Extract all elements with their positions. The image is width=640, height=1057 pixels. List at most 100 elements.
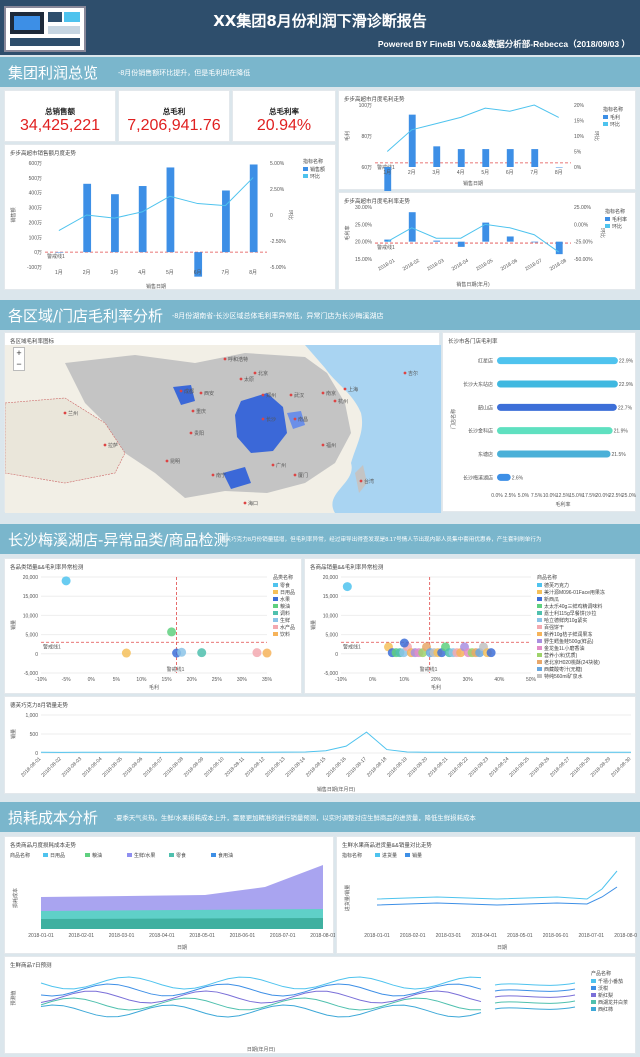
- city-label: 福州: [326, 442, 336, 449]
- chart-sales-monthly[interactable]: 步步高超市销售额月度走势 600万 500万 400万 300万 200万 100万 0万 -…: [4, 144, 336, 290]
- x-tick-label: 2018-03: [426, 258, 445, 272]
- x-tick-label: 2018-01-01: [364, 933, 390, 939]
- y-tick-label: 500: [30, 732, 39, 738]
- y-tick-label: 25.00%: [355, 222, 373, 228]
- city-label: 重庆: [196, 408, 206, 415]
- legend-swatch: [603, 122, 608, 126]
- sales-line: [376, 886, 618, 906]
- legend-swatch: [85, 853, 90, 857]
- map-zoom-control[interactable]: + −: [13, 347, 25, 371]
- y-tick-label: 0: [35, 751, 38, 757]
- x-tick-label: 30%: [463, 677, 474, 683]
- city-label: 成都: [184, 388, 194, 395]
- bar: [497, 403, 617, 411]
- forecast-line: [40, 983, 482, 997]
- legend-swatch: [537, 639, 542, 643]
- city-label: 贵阳: [194, 430, 204, 437]
- legend-label: 日用品: [280, 590, 295, 596]
- bar: [249, 164, 258, 253]
- x-tick-label: 2018-08-30: [610, 756, 632, 778]
- city-marker: [333, 399, 337, 403]
- data-label: 22.7%: [618, 405, 633, 411]
- city-label: 武汉: [294, 392, 304, 399]
- city-label: 杭州: [338, 398, 348, 405]
- chart-category-scatter[interactable]: 各品类销量&&毛利率异常检测 20,000 15,000 10,000 5,000 0 -…: [4, 558, 302, 694]
- legend-swatch: [273, 597, 278, 601]
- chart-profit-monthly[interactable]: 步步高超市月度毛利走势 100万80万60万20%15%10%5%0%毛利环比警…: [338, 90, 636, 191]
- city-label: 兰州: [68, 410, 78, 417]
- y-axis-label: 销量: [10, 620, 17, 630]
- x-tick-label: 6月: [506, 170, 514, 176]
- chart-fresh-compare[interactable]: 生鲜水果商品进货量&&销量对比走势 指标名称 进货量 销量 2018-01-01 201…: [336, 836, 637, 954]
- city-marker: [261, 393, 265, 397]
- city-marker: [179, 389, 183, 393]
- x-tick-label: 22.5%: [609, 493, 624, 499]
- x-tick-label: 5%: [113, 677, 121, 683]
- scatter-point: [61, 576, 71, 586]
- zoom-in-button[interactable]: +: [16, 348, 22, 358]
- legend-label: 粮油: [92, 852, 102, 859]
- x-tick-label: 5月: [166, 270, 174, 276]
- chart-rate-monthly[interactable]: 步步高超市月度毛利率走势 30.00% 25.00% 20.00% 15.00% 25.…: [338, 192, 636, 290]
- city-label: 昆明: [170, 459, 180, 465]
- x-tick-label: 2018-08-09: [183, 756, 205, 778]
- y2-tick-label: -25.00%: [574, 240, 593, 246]
- y-axis-label: 销量: [10, 729, 17, 739]
- chart-title: 德芙巧克力8月销量走势: [10, 703, 69, 709]
- y-axis-label: 损耗成本: [12, 888, 19, 908]
- x-tick-label: 2月: [408, 170, 416, 176]
- x-tick-label: 2018-08-21: [427, 756, 449, 778]
- y-tick-label: 20.00%: [355, 240, 373, 246]
- y-axis-label: 销量: [310, 620, 317, 630]
- forecast-preview-line: [494, 994, 576, 998]
- x-tick-label: 2018-08-04: [81, 756, 103, 778]
- x-tick-label: 4月: [138, 270, 146, 276]
- warning-line-label: 警戒线1: [420, 666, 438, 673]
- x-axis-label: 销售日期(年月日): [317, 786, 356, 793]
- legend-label: 新红梨: [598, 992, 613, 999]
- x-tick-label: 2018-08-17: [346, 756, 368, 778]
- data-label: 22.9%: [619, 359, 634, 365]
- chart-fresh-forecast[interactable]: 生鲜商品7日预测 产品名称 千禧小番茄 沃柑 新红梨 西湖龙井白茶 西红柿 日期(年月日) 预…: [4, 956, 636, 1054]
- legend-swatch: [605, 217, 610, 221]
- x-tick-label: 7月: [530, 170, 538, 176]
- legend-label: 环比: [610, 121, 620, 128]
- chart-title: 各商品销量&&毛利率异常检测: [310, 565, 384, 571]
- x-tick-label: 2018-08-23: [468, 756, 490, 778]
- y-tick-label: 20,000: [323, 575, 339, 581]
- x-tick-label: 10.0%: [543, 493, 558, 499]
- kpi-label: 总毛利: [162, 107, 186, 116]
- x-tick-label: 6月: [194, 270, 202, 276]
- chart-item-scatter[interactable]: 各商品销量&&毛利率异常检测 20,000 15,000 10,000 5,000 0 -…: [304, 558, 636, 694]
- bar: [497, 380, 618, 388]
- legend-swatch: [273, 604, 278, 608]
- zoom-out-button[interactable]: −: [16, 359, 22, 369]
- bar: [433, 240, 441, 242]
- y-tick-label: 300万: [29, 206, 42, 212]
- chart-daily-sales[interactable]: 德芙巧克力8月销量走势 1,000 500 0 2018-08-01 2018-08-0…: [4, 696, 636, 794]
- city-marker: [103, 443, 107, 447]
- x-tick-label: 2018-02-01: [68, 933, 94, 939]
- warning-line-label: 警戒线1: [343, 643, 361, 650]
- legend-title: 指标名称: [605, 208, 625, 215]
- chart-title: 各区域毛利率图标: [10, 339, 55, 345]
- legend-label: 特纯560ml矿泉水: [544, 673, 583, 680]
- chart-loss-cost[interactable]: 各类商品月度损耗成本走势 商品名称 日用品 粮油 生鲜/水果 零食 食用油 2018-01-…: [4, 836, 335, 954]
- chart-title: 步步高超市月度毛利率走势: [344, 199, 411, 205]
- y2-tick-label: 10%: [574, 134, 585, 140]
- x-tick-label: 2018-04-01: [149, 933, 175, 939]
- legend-label: 环比: [612, 223, 622, 230]
- y-tick-label: 长沙大东站店: [463, 381, 493, 388]
- profit-chart-svg: 100万80万60万20%15%10%5%0%毛利环比警戒线11月2月3月4月5…: [344, 103, 623, 191]
- legend-label: 千禧小番茄: [598, 978, 623, 985]
- city-label: 南京: [326, 390, 336, 397]
- x-tick-label: 2018-05-01: [507, 933, 533, 939]
- bar: [531, 241, 539, 243]
- chart-store-rate[interactable]: 长沙市各门店毛利率 红星店 22.9% 长沙大东站店 22.9% 韶山店 22.7% 长沙金…: [442, 332, 637, 512]
- region-map-panel[interactable]: 各区域毛利率图标 北京 兰州 呼和浩特 太原 郑州 西安 武汉 成都 重庆 贵阳 昆明 长沙 南昌 杭州上…: [4, 332, 441, 513]
- y2-axis-label: 环比: [599, 228, 606, 238]
- x-tick-label: 2018-08-10: [203, 756, 225, 778]
- y-tick-label: 5,000: [25, 633, 38, 639]
- city-marker: [321, 443, 325, 447]
